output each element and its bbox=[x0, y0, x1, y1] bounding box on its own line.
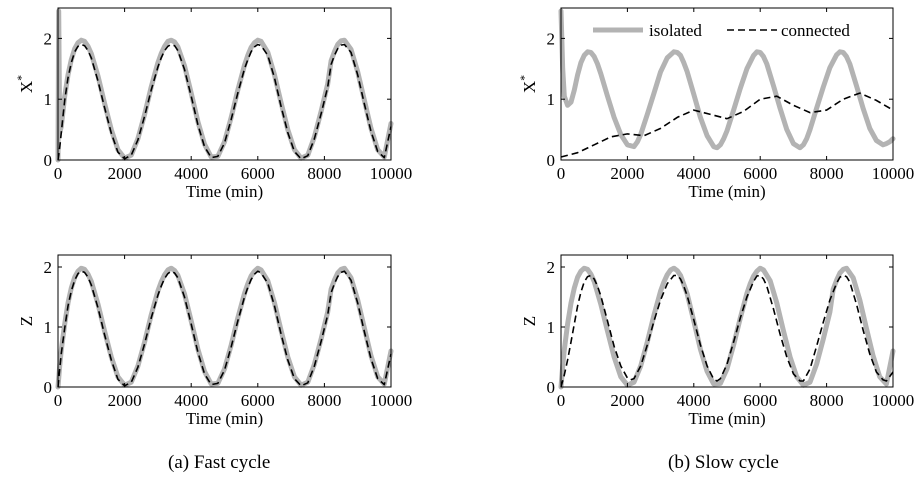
x-axis-label-p0c1: Time (min) bbox=[186, 409, 263, 428]
x-axis-label-p0c0: Time (min) bbox=[186, 182, 263, 201]
x-tick-label-p0c0-0: 0 bbox=[54, 164, 63, 183]
plot-frame-p1c1 bbox=[560, 254, 894, 388]
x-tick-label-p1c1-3: 6000 bbox=[743, 391, 777, 410]
x-tick-label-p1c0-2: 4000 bbox=[677, 164, 711, 183]
legend-label-isolated: isolated bbox=[649, 21, 702, 40]
x-tick-label-p0c1-5: 10000 bbox=[370, 391, 413, 410]
x-tick-label-p0c1-3: 6000 bbox=[241, 391, 275, 410]
x-tick-label-p1c1-2: 4000 bbox=[677, 391, 711, 410]
x-tick-label-p0c1-0: 0 bbox=[54, 391, 63, 410]
x-axis-label-p1c0: Time (min) bbox=[688, 182, 765, 201]
x-tick-label-p0c0-1: 2000 bbox=[108, 164, 142, 183]
x-tick-label-p0c0-3: 6000 bbox=[241, 164, 275, 183]
y-tick-label-p1c1-0: 0 bbox=[547, 378, 556, 397]
x-tick-label-p0c0-4: 8000 bbox=[307, 164, 341, 183]
x-tick-label-p1c0-4: 8000 bbox=[810, 164, 844, 183]
y-tick-label-p0c1-2: 2 bbox=[44, 258, 53, 277]
x-tick-label-p1c0-3: 6000 bbox=[743, 164, 777, 183]
x-tick-label-p1c1-4: 8000 bbox=[810, 391, 844, 410]
x-axis-label-p1c1: Time (min) bbox=[688, 409, 765, 428]
series-line-isolated-p1c1 bbox=[561, 268, 893, 387]
y-axis-label-p0c1: Z bbox=[17, 316, 36, 326]
y-axis-label-p1c1: Z bbox=[520, 316, 539, 326]
x-tick-label-p0c1-1: 2000 bbox=[108, 391, 142, 410]
y-tick-label-p1c0-2: 2 bbox=[547, 29, 556, 48]
series-line-connected-p0c1 bbox=[58, 271, 391, 387]
y-tick-label-p1c1-1: 1 bbox=[547, 318, 556, 337]
y-tick-label-p0c0-1: 1 bbox=[44, 90, 53, 109]
x-tick-label-p0c0-2: 4000 bbox=[174, 164, 208, 183]
y-tick-label-p0c1-1: 1 bbox=[44, 318, 53, 337]
x-tick-label-p1c0-1: 2000 bbox=[610, 164, 644, 183]
y-tick-label-p0c0-2: 2 bbox=[44, 29, 53, 48]
y-tick-label-p1c1-2: 2 bbox=[547, 258, 556, 277]
plot-frame-p1c0 bbox=[560, 7, 894, 161]
caption-slow-cycle: (b) Slow cycle bbox=[668, 452, 779, 473]
x-tick-label-p1c1-5: 10000 bbox=[872, 391, 915, 410]
y-tick-label-p1c0-0: 0 bbox=[547, 151, 556, 170]
series-line-connected-p1c0 bbox=[561, 93, 893, 157]
plot-frame-p0c1 bbox=[57, 254, 392, 388]
y-tick-label-p1c0-1: 1 bbox=[547, 90, 556, 109]
x-tick-label-p1c0-5: 10000 bbox=[872, 164, 915, 183]
x-tick-label-p0c1-4: 8000 bbox=[307, 391, 341, 410]
series-line-connected-p0c0 bbox=[58, 45, 391, 161]
x-tick-label-p1c0-0: 0 bbox=[557, 164, 566, 183]
x-tick-label-p0c0-5: 10000 bbox=[370, 164, 413, 183]
y-axis-label-p1c0: X* bbox=[517, 75, 539, 93]
series-line-isolated-p0c1 bbox=[58, 268, 391, 387]
x-tick-label-p1c1-1: 2000 bbox=[610, 391, 644, 410]
legend-label-connected: connected bbox=[781, 21, 850, 40]
y-tick-label-p0c0-0: 0 bbox=[44, 151, 53, 170]
series-line-isolated-p1c0 bbox=[561, 11, 893, 148]
y-axis-label-p0c0: X* bbox=[14, 75, 36, 93]
series-line-isolated-p0c0 bbox=[58, 11, 391, 160]
x-tick-label-p0c1-2: 4000 bbox=[174, 391, 208, 410]
plot-frame-p0c0 bbox=[57, 7, 392, 161]
x-tick-label-p1c1-0: 0 bbox=[557, 391, 566, 410]
y-tick-label-p0c1-0: 0 bbox=[44, 378, 53, 397]
caption-fast-cycle: (a) Fast cycle bbox=[168, 452, 271, 473]
